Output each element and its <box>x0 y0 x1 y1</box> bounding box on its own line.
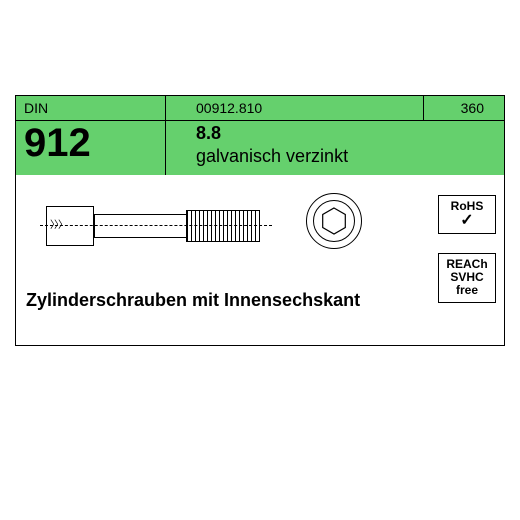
check-icon: ✓ <box>441 213 493 229</box>
product-title: Zylinderschrauben mit Innensechskant <box>26 290 360 311</box>
body-area: 〉〉〉 RoHS ✓ REACh SVHC free Zylinderschra… <box>16 175 504 345</box>
standard-label: DIN <box>16 96 166 120</box>
strength-grade: 8.8 <box>196 123 496 144</box>
quantity: 360 <box>424 96 504 120</box>
reach-line3: free <box>441 284 493 297</box>
reach-badge: REACh SVHC free <box>438 253 496 303</box>
standard-number: 912 <box>24 123 157 163</box>
header-row: DIN 00912.810 360 <box>16 96 504 121</box>
rohs-badge: RoHS ✓ <box>438 195 496 234</box>
spec-row: 912 8.8 galvanisch verzinkt <box>16 121 504 175</box>
centerline <box>40 225 272 226</box>
part-number: 00912.810 <box>166 96 424 120</box>
screw-thread <box>186 210 260 242</box>
product-label-card: DIN 00912.810 360 912 8.8 galvanisch ver… <box>15 95 505 346</box>
coating: galvanisch verzinkt <box>196 146 496 167</box>
hex-drive-marks: 〉〉〉 <box>50 216 67 231</box>
hex-socket-icon <box>320 207 348 235</box>
